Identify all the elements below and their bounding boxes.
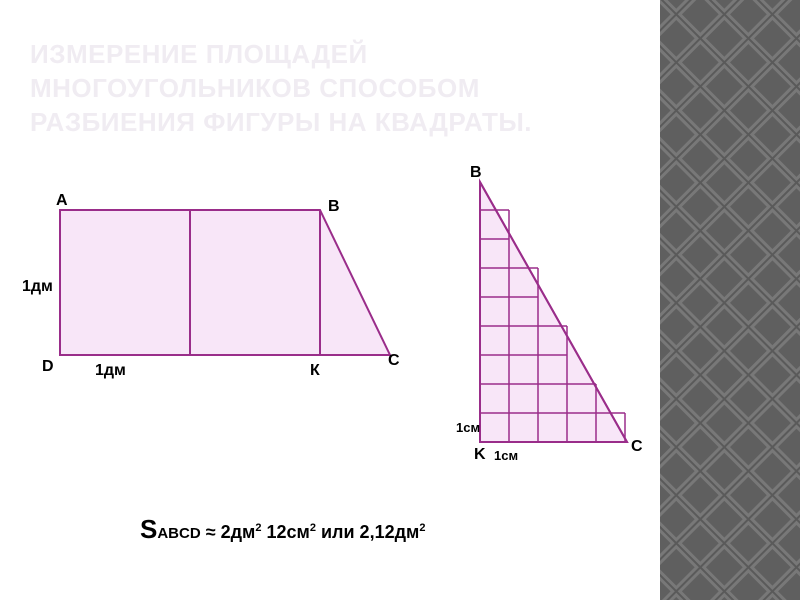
trapezoid-label-A: А — [56, 192, 68, 210]
title-line1: ИЗМЕРЕНИЕ ПЛОЩАДЕЙ — [30, 39, 368, 69]
formula-approx: ≈ — [206, 522, 216, 542]
trapezoid-figure — [60, 210, 400, 370]
title-line3: РАЗБИЕНИЯ ФИГУРЫ НА КВАДРАТЫ. — [30, 107, 532, 137]
trapezoid-side-label: 1дм — [22, 278, 53, 296]
slide-title: ИЗМЕРЕНИЕ ПЛОЩАДЕЙ МНОГОУГОЛЬНИКОВ СПОСО… — [30, 38, 532, 139]
trapezoid-label-C: С — [388, 352, 400, 370]
formula-mid: 12см — [262, 522, 310, 542]
trapezoid-label-K: К — [310, 362, 320, 380]
trapezoid-label-B: В — [328, 198, 340, 216]
triangle-label-K: K — [474, 446, 486, 464]
triangle-side-label: 1см — [456, 420, 480, 435]
formula-sup3: 2 — [419, 522, 425, 534]
triangle-label-B: В — [470, 164, 482, 182]
trapezoid-bottom-label: 1дм — [95, 362, 126, 380]
formula-v1: 2дм — [221, 522, 256, 542]
formula-subscript: ABCD — [157, 525, 200, 542]
slide-area: ИЗМЕРЕНИЕ ПЛОЩАДЕЙ МНОГОУГОЛЬНИКОВ СПОСО… — [0, 0, 660, 600]
triangle-figure — [480, 182, 640, 457]
formula-S: S — [140, 514, 157, 544]
side-pattern — [660, 0, 800, 600]
area-formula: SABCD ≈ 2дм2 12см2 или 2,12дм2 — [140, 514, 425, 545]
triangle-bottom-label: 1см — [494, 448, 518, 463]
title-line2: МНОГОУГОЛЬНИКОВ СПОСОБОМ — [30, 73, 480, 103]
triangle-label-C: С — [631, 438, 643, 456]
formula-or: или 2,12дм — [316, 522, 419, 542]
trapezoid-label-D: D — [42, 358, 54, 376]
